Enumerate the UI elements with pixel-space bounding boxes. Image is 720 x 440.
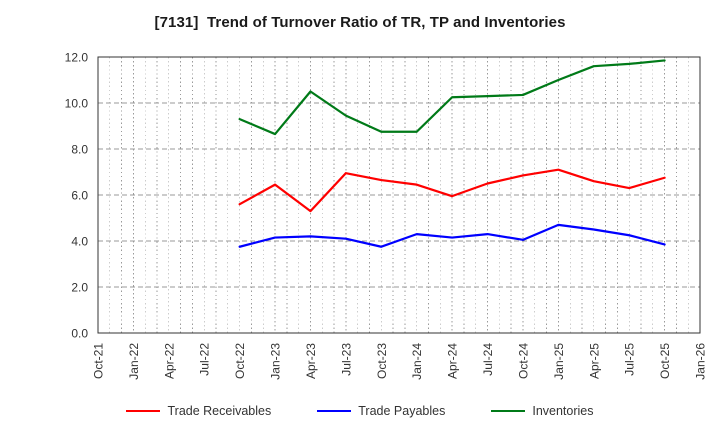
x-axis-tick-label: Jan-23 — [269, 343, 283, 380]
x-axis-tick-labels: Oct-21 Jan-22 Apr-22 Jul-22 Oct-22 Jan-23 Apr-… — [92, 343, 708, 380]
chart-title: [7131] Trend of Turnover Ratio of TR, TP… — [154, 14, 566, 31]
series-line — [238, 168, 666, 213]
y-axis-tick-label: 0.0 — [71, 327, 88, 341]
x-axis-tick-label: Jul-25 — [623, 343, 637, 376]
gridlines — [97, 56, 701, 333]
x-axis-tick-label: Oct-23 — [375, 343, 389, 379]
x-axis-tick-label: Jan-24 — [410, 343, 424, 380]
legend-line-swatch — [491, 410, 526, 412]
x-axis-tick-label: Oct-24 — [516, 343, 530, 379]
x-axis-tick-label: Oct-22 — [233, 343, 247, 379]
x-axis-tick-label: Apr-24 — [446, 343, 460, 379]
x-axis-tick-label: Apr-25 — [587, 343, 601, 379]
x-axis-tick-label: Oct-25 — [658, 343, 672, 379]
legend-item-label: Trade Payables — [358, 404, 446, 418]
series-line — [238, 59, 666, 136]
y-axis-tick-label: 2.0 — [71, 281, 88, 295]
x-axis-tick-label: Jul-23 — [339, 343, 353, 376]
y-axis-tick-label: 8.0 — [71, 143, 88, 157]
x-axis-tick-label: Apr-22 — [162, 343, 176, 379]
data-series — [238, 59, 666, 248]
legend-item-label: Inventories — [532, 404, 594, 418]
legend-line-swatch — [317, 410, 352, 412]
legend-item-label: Trade Receivables — [167, 404, 272, 418]
y-axis-tick-label: 10.0 — [65, 97, 89, 111]
x-axis-tick-label: Jan-26 — [694, 343, 708, 380]
series-line — [238, 223, 666, 248]
x-axis-tick-label: Jan-22 — [127, 343, 141, 380]
legend-item[interactable]: Trade Receivables — [126, 404, 271, 418]
legend-item[interactable]: Trade Payables — [317, 404, 445, 418]
chart-legend: Trade Receivables Trade Payables Inventori… — [0, 404, 720, 418]
y-axis-tick-label: 6.0 — [71, 189, 88, 203]
x-axis-tick-label: Oct-21 — [92, 343, 106, 379]
x-axis-tick-label: Jul-22 — [198, 343, 212, 376]
x-axis-tick-label: Apr-23 — [304, 343, 318, 379]
legend-item[interactable]: Inventories — [491, 404, 594, 418]
plot-frame — [97, 56, 701, 334]
y-axis-tick-labels: 0.0 2.0 4.0 6.0 8.0 10.0 12.0 — [65, 51, 89, 341]
y-axis-tick-label: 4.0 — [71, 235, 88, 249]
x-axis-tick-label: Jul-24 — [481, 343, 495, 376]
y-axis-tick-label: 12.0 — [65, 51, 89, 65]
legend-line-swatch — [126, 410, 161, 412]
plot-axes — [97, 56, 701, 334]
x-axis-tick-label: Jan-25 — [552, 343, 566, 380]
